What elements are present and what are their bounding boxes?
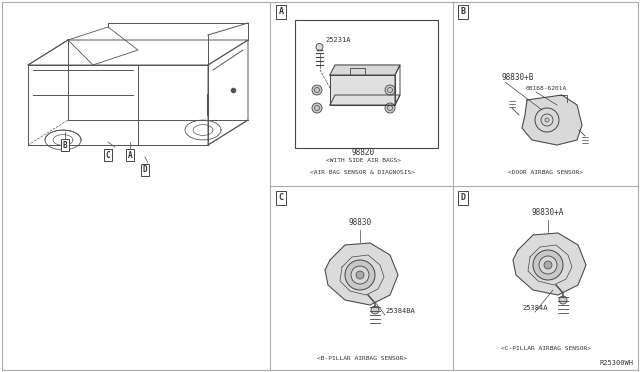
Circle shape (312, 103, 322, 113)
Circle shape (385, 85, 395, 95)
Text: 98820: 98820 (351, 148, 374, 157)
Text: 98830: 98830 (348, 218, 372, 227)
Polygon shape (513, 233, 586, 295)
Text: 98830+B: 98830+B (502, 73, 534, 82)
Text: A: A (128, 151, 132, 160)
Circle shape (539, 256, 557, 274)
Circle shape (312, 85, 322, 95)
Polygon shape (330, 95, 400, 105)
Text: 98830+A: 98830+A (532, 208, 564, 217)
Text: D: D (143, 166, 147, 174)
Polygon shape (522, 95, 582, 145)
Text: <AIR BAG SENSOR & DIAGNOSIS>: <AIR BAG SENSOR & DIAGNOSIS> (310, 170, 415, 174)
Text: 25231A: 25231A (325, 37, 351, 43)
Text: 25384A: 25384A (522, 305, 548, 311)
Text: C: C (106, 151, 110, 160)
Circle shape (385, 103, 395, 113)
Circle shape (316, 44, 323, 51)
Polygon shape (330, 75, 395, 105)
Text: B: B (63, 141, 67, 150)
Text: A: A (278, 7, 284, 16)
Bar (295, 20, 438, 148)
Circle shape (351, 266, 369, 284)
Circle shape (533, 250, 563, 280)
Text: C: C (278, 193, 284, 202)
Text: 08168-6201A: 08168-6201A (526, 86, 567, 91)
Text: <C-PILLAR AIRBAG SENSOR>: <C-PILLAR AIRBAG SENSOR> (501, 346, 591, 350)
Circle shape (544, 261, 552, 269)
Text: 25384BA: 25384BA (385, 308, 415, 314)
Text: <B-PILLAR AIRBAG SENSOR>: <B-PILLAR AIRBAG SENSOR> (317, 356, 407, 360)
Circle shape (345, 260, 375, 290)
Circle shape (559, 296, 567, 304)
Circle shape (356, 271, 364, 279)
Text: B: B (461, 7, 465, 16)
Text: D: D (461, 193, 465, 202)
Circle shape (371, 306, 379, 314)
Text: <WITH SIDE AIR BAGS>: <WITH SIDE AIR BAGS> (326, 158, 401, 163)
Text: <DOOR AIRBAG SENSOR>: <DOOR AIRBAG SENSOR> (509, 170, 584, 174)
Polygon shape (330, 65, 400, 75)
Text: R25300WH: R25300WH (600, 360, 634, 366)
Polygon shape (325, 243, 398, 305)
